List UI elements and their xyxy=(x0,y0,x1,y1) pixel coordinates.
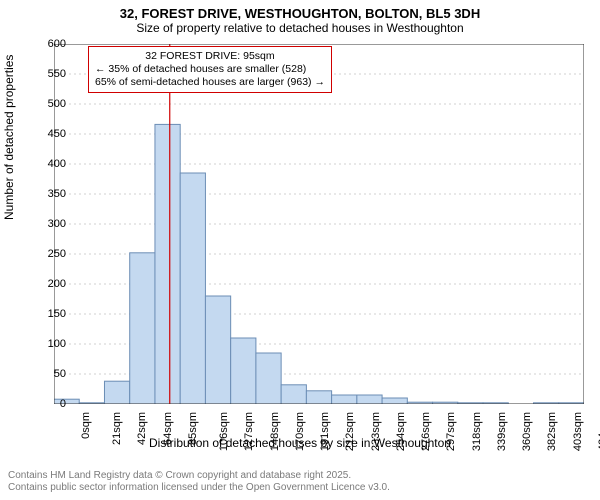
annotation-line2: ← 35% of detached houses are smaller (52… xyxy=(95,63,325,76)
x-tick-label: 0sqm xyxy=(80,412,92,439)
title-main: 32, FOREST DRIVE, WESTHOUGHTON, BOLTON, … xyxy=(0,0,600,21)
histogram-svg xyxy=(54,44,584,404)
y-tick-label: 550 xyxy=(32,68,66,80)
y-tick-label: 600 xyxy=(32,38,66,50)
y-tick-label: 150 xyxy=(32,308,66,320)
y-tick-label: 250 xyxy=(32,248,66,260)
x-axis-label: Distribution of detached houses by size … xyxy=(0,436,600,450)
annotation-box: 32 FOREST DRIVE: 95sqm ← 35% of detached… xyxy=(88,46,332,93)
y-tick-label: 350 xyxy=(32,188,66,200)
annotation-line3: 65% of semi-detached houses are larger (… xyxy=(95,76,325,89)
chart-container: 32, FOREST DRIVE, WESTHOUGHTON, BOLTON, … xyxy=(0,0,600,500)
plot-area xyxy=(54,44,584,404)
y-tick-label: 50 xyxy=(32,368,66,380)
y-tick-label: 200 xyxy=(32,278,66,290)
y-tick-label: 450 xyxy=(32,128,66,140)
footer: Contains HM Land Registry data © Crown c… xyxy=(8,470,390,494)
y-tick-label: 300 xyxy=(32,218,66,230)
y-tick-label: 500 xyxy=(32,98,66,110)
y-tick-label: 0 xyxy=(32,398,66,410)
y-axis-label: Number of detached properties xyxy=(2,55,16,220)
footer-line1: Contains HM Land Registry data © Crown c… xyxy=(8,470,390,482)
footer-line2: Contains public sector information licen… xyxy=(8,482,390,494)
title-sub: Size of property relative to detached ho… xyxy=(0,21,600,39)
y-tick-label: 400 xyxy=(32,158,66,170)
annotation-line1: 32 FOREST DRIVE: 95sqm xyxy=(95,50,325,63)
y-tick-label: 100 xyxy=(32,338,66,350)
